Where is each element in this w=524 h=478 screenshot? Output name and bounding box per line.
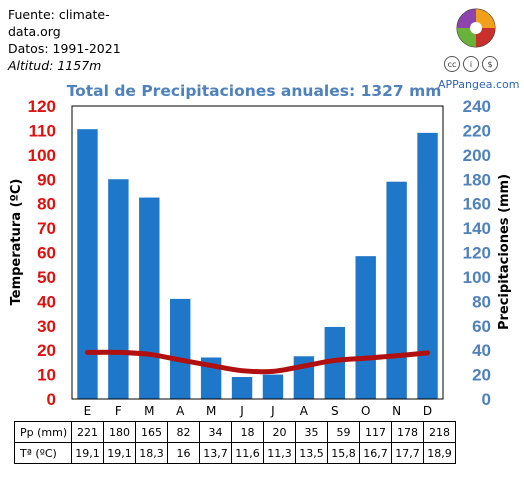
x-tick-label: E <box>84 404 92 418</box>
left-tick-label: 120 <box>28 97 56 116</box>
x-tick-label: M <box>144 404 154 418</box>
temp-cell: 13,5 <box>295 442 328 464</box>
x-tick-label: A <box>300 404 309 418</box>
x-tick-label: D <box>423 404 432 418</box>
data-period: Datos: 1991-2021 <box>8 41 121 56</box>
precip-cell: 59 <box>327 421 360 443</box>
right-tick-label: 80 <box>472 292 491 311</box>
left-tick-label: 30 <box>37 317 56 336</box>
license-icons: cc i $ <box>444 56 498 72</box>
precip-cell: 221 <box>71 421 104 443</box>
row-label: Tª (ºC) <box>14 442 72 464</box>
left-tick-label: 10 <box>37 366 56 385</box>
precip-cell: 178 <box>391 421 424 443</box>
precip-bar <box>386 181 407 399</box>
precip-cell: 20 <box>263 421 296 443</box>
data-table: Pp (mm) 221 180 165 82 34 18 20 35 59 117 178 218 T… <box>14 421 456 464</box>
precip-row: Pp (mm) 221 180 165 82 34 18 20 35 59 117 178 218 <box>14 421 456 443</box>
puzzle-globe-icon <box>456 8 496 48</box>
source-line: Fuente: climate- <box>8 7 110 22</box>
left-axis: 0 10 20 30 40 50 60 70 80 90 100 110 120 <box>28 97 56 409</box>
x-tick-label: F <box>115 404 122 418</box>
right-tick-label: 120 <box>463 244 491 263</box>
temp-cell: 16 <box>167 442 200 464</box>
left-tick-label: 90 <box>37 170 56 189</box>
climate-chart: Total de Precipitaciones anuales: 1327 m… <box>9 82 512 418</box>
right-tick-label: 140 <box>463 219 491 238</box>
brand-name: APPangea.com <box>438 78 520 91</box>
x-tick-label: O <box>361 404 370 418</box>
precip-bar <box>324 326 345 399</box>
temp-cell: 19,1 <box>71 442 104 464</box>
source-line: data.org <box>8 24 61 39</box>
left-tick-label: 70 <box>37 219 56 238</box>
left-tick-label: 110 <box>29 121 56 140</box>
temp-cell: 11,6 <box>231 442 264 464</box>
precip-cell: 82 <box>167 421 200 443</box>
precip-bar <box>231 377 253 399</box>
x-tick-label: A <box>176 404 185 418</box>
precip-bar <box>139 197 160 399</box>
precip-cell: 18 <box>231 421 264 443</box>
precip-bar <box>170 298 191 399</box>
left-axis-label: Temperatura (ºC) <box>9 179 24 306</box>
precip-cell: 218 <box>423 421 456 443</box>
x-tick-label: J <box>239 404 244 418</box>
precip-bar <box>108 179 129 399</box>
source-info: Fuente: climate- data.org Datos: 1991-20… <box>8 6 121 74</box>
right-tick-label: 200 <box>463 146 491 165</box>
right-axis: 0 20 40 60 80 100 120 140 160 180 200 220 240 <box>463 97 491 409</box>
temp-cell: 11,3 <box>263 442 296 464</box>
right-axis-label: Precipitaciones (mm) <box>497 174 512 330</box>
right-tick-label: 240 <box>463 97 491 116</box>
nc-icon: $ <box>482 56 498 72</box>
cc-icon: cc <box>444 56 460 72</box>
right-tick-label: 220 <box>463 121 491 140</box>
precip-cell: 35 <box>295 421 328 443</box>
right-tick-label: 0 <box>482 390 491 409</box>
precip-bar <box>77 129 98 399</box>
precip-bar <box>417 132 438 399</box>
row-label: Pp (mm) <box>14 421 72 443</box>
left-tick-label: 0 <box>47 390 56 409</box>
left-tick-label: 100 <box>28 146 56 165</box>
precip-cell: 34 <box>199 421 232 443</box>
right-tick-label: 40 <box>472 341 491 360</box>
left-tick-label: 20 <box>37 341 56 360</box>
x-tick-label: J <box>270 404 275 418</box>
temp-cell: 17,7 <box>391 442 424 464</box>
precip-cell: 165 <box>135 421 168 443</box>
x-tick-label: S <box>331 404 339 418</box>
x-tick-label: N <box>392 404 401 418</box>
left-tick-label: 60 <box>37 244 56 263</box>
temp-cell: 19,1 <box>103 442 136 464</box>
left-tick-label: 40 <box>37 292 56 311</box>
left-tick-label: 50 <box>37 268 56 287</box>
precip-cell: 180 <box>103 421 136 443</box>
right-tick-label: 180 <box>463 170 491 189</box>
chart-title: Total de Precipitaciones anuales: 1327 m… <box>67 82 442 100</box>
temp-row: Tª (ºC) 19,1 19,1 18,3 16 13,7 11,6 11,3 13,5 15… <box>14 442 456 464</box>
precip-cell: 117 <box>359 421 392 443</box>
temp-cell: 18,3 <box>135 442 168 464</box>
temp-cell: 16,7 <box>359 442 392 464</box>
right-tick-label: 60 <box>472 317 491 336</box>
precip-bars <box>77 129 438 399</box>
altitude: Altitud: 1157m <box>8 58 102 73</box>
right-tick-label: 20 <box>472 366 491 385</box>
temp-cell: 15,8 <box>327 442 360 464</box>
by-icon: i <box>463 56 479 72</box>
temp-cell: 18,9 <box>423 442 456 464</box>
right-tick-label: 100 <box>463 268 491 287</box>
temperature-line <box>84 349 431 375</box>
x-tick-label: M <box>206 404 216 418</box>
precip-bar <box>355 256 376 399</box>
temp-cell: 13,7 <box>199 442 232 464</box>
right-tick-label: 160 <box>463 195 491 214</box>
left-tick-label: 80 <box>37 195 56 214</box>
plot-frame <box>71 105 444 400</box>
precip-bar <box>262 374 284 399</box>
